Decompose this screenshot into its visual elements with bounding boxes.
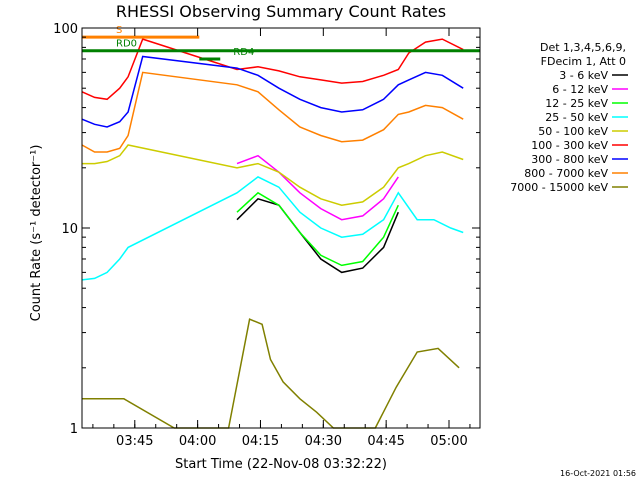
legend-entry-label: 7000 - 15000 keV bbox=[510, 181, 608, 194]
annotation-label-3: RD4 bbox=[233, 47, 254, 58]
x-axis-label: Start Time (22-Nov-08 03:32:22) bbox=[175, 457, 387, 472]
y-axis-label-group: Count Rate (s⁻¹ detector⁻¹) bbox=[29, 145, 44, 322]
series-line-5 bbox=[82, 144, 464, 206]
legend-entry-label: 50 - 100 keV bbox=[538, 125, 608, 138]
chart-title: RHESSI Observing Summary Count Rates bbox=[116, 2, 446, 21]
legend-entry-label: 800 - 7000 keV bbox=[524, 167, 608, 180]
y-tick-label: 10 bbox=[61, 222, 78, 237]
series-line-7 bbox=[81, 55, 464, 128]
series-line-3 bbox=[236, 191, 399, 267]
series-line-8 bbox=[81, 71, 464, 153]
series-line-6 bbox=[81, 38, 464, 101]
legend-entry-label: 12 - 25 keV bbox=[545, 97, 608, 110]
x-tick-label: 04:45 bbox=[367, 434, 404, 449]
series-line-4 bbox=[81, 176, 464, 281]
x-axis-ticks: 03:45 04:00 04:15 04:30 04:45 05:00 bbox=[92, 28, 471, 449]
y-tick-label: 1 bbox=[70, 422, 78, 437]
legend-entry-label: 300 - 800 keV bbox=[531, 153, 608, 166]
series-line-2 bbox=[236, 154, 399, 221]
annotation-label-2: RD0 bbox=[116, 39, 137, 50]
legend: Det 1,3,4,5,6,9,FDecim 1, Att 03 - 6 keV… bbox=[510, 41, 628, 194]
legend-entry-label: 6 - 12 keV bbox=[552, 83, 608, 96]
annotation-label-1: S bbox=[116, 25, 122, 36]
y-tick-label: 100 bbox=[53, 22, 78, 37]
legend-entry-label: 3 - 6 keV bbox=[559, 69, 608, 82]
x-tick-label: 03:45 bbox=[116, 434, 153, 449]
x-tick-label: 05:00 bbox=[430, 434, 467, 449]
x-tick-label: 04:30 bbox=[305, 434, 342, 449]
legend-header-line: Det 1,3,4,5,6,9, bbox=[540, 41, 626, 54]
x-tick-label: 04:15 bbox=[242, 434, 279, 449]
plot-frame bbox=[81, 27, 481, 429]
series-line-9 bbox=[82, 318, 460, 429]
legend-entry-label: 25 - 50 keV bbox=[545, 111, 608, 124]
plot-area: S RD0 RD4 bbox=[81, 25, 480, 429]
y-axis-ticks: 1 10 100 bbox=[53, 22, 480, 437]
series-line-1 bbox=[236, 197, 399, 274]
timestamp: 16-Oct-2021 01:56 bbox=[560, 469, 636, 478]
x-tick-label: 04:00 bbox=[179, 434, 216, 449]
legend-header-line: FDecim 1, Att 0 bbox=[541, 55, 626, 68]
legend-entry-label: 100 - 300 keV bbox=[531, 139, 608, 152]
y-axis-label: Count Rate (s⁻¹ detector⁻¹) bbox=[29, 145, 44, 322]
